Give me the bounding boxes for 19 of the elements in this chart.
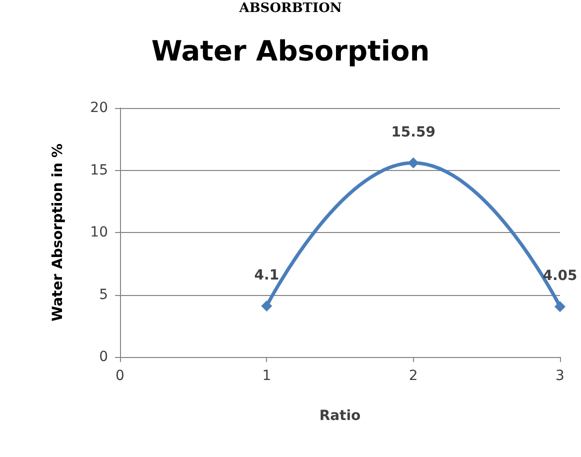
y-tick-label: 5 — [99, 286, 108, 303]
data-label: 4.05 — [542, 268, 578, 284]
chart-title: Water Absorption — [151, 34, 430, 68]
x-tick-label: 2 — [408, 368, 418, 384]
y-axis-title: Water Absorption in % — [50, 144, 66, 322]
y-tick-label: 0 — [99, 349, 108, 365]
point — [408, 157, 419, 168]
x-tick-label: 1 — [262, 368, 272, 384]
x-axis-title: Ratio — [319, 408, 362, 424]
data-label: 4.1 — [254, 267, 280, 284]
point — [261, 300, 272, 312]
x-tick-label: 3 — [556, 368, 564, 384]
point — [554, 301, 566, 312]
y-tick-label: 15 — [90, 162, 108, 178]
text: ABSORBTION — [238, 1, 342, 16]
data-label: 15.59 — [391, 124, 436, 140]
y-tick-label: 20 — [90, 100, 108, 116]
x-tick-label: 0 — [116, 368, 124, 384]
y-tick-label: 10 — [90, 224, 108, 240]
